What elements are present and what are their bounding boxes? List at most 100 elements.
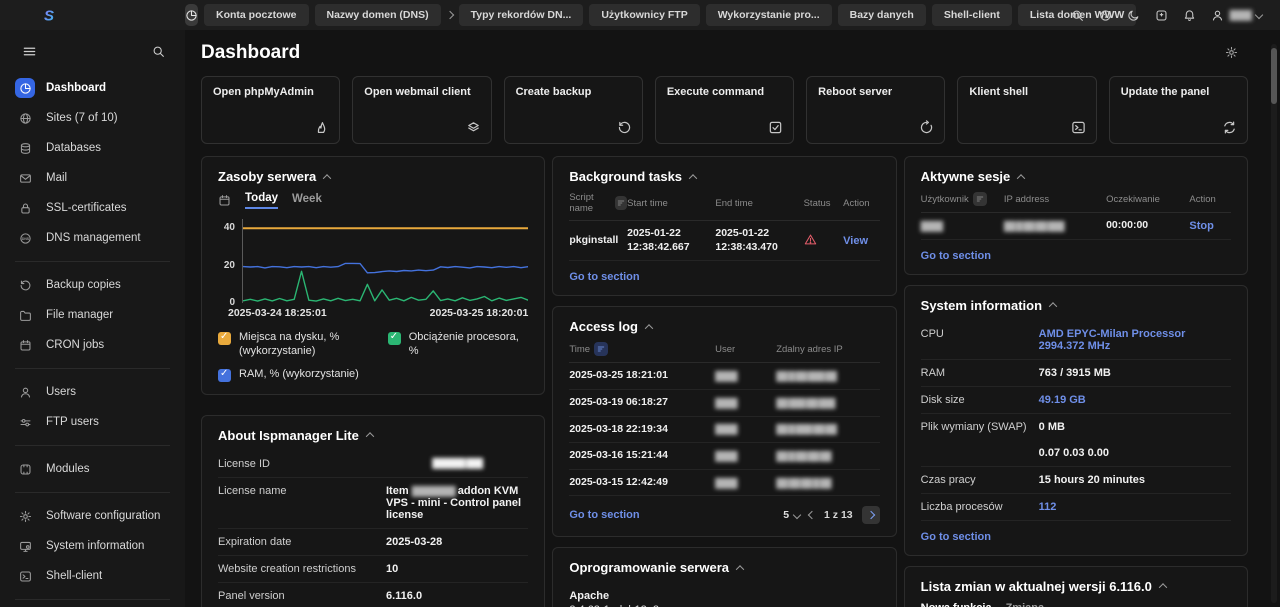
- sidebar-item-software-configuration[interactable]: Software configuration: [0, 501, 185, 531]
- create-backup-card[interactable]: Create backup: [504, 76, 643, 144]
- sidebar-item-cron-jobs[interactable]: CRON jobs: [0, 330, 185, 360]
- sidebar-item-system-information[interactable]: System information: [0, 531, 185, 561]
- backup-restore-icon: [617, 120, 632, 135]
- sidebar-collapse-burger-icon[interactable]: [22, 44, 37, 59]
- search-icon[interactable]: [1071, 9, 1084, 22]
- sidebar-item-ssl-certificates[interactable]: SSL-certificates: [0, 193, 185, 223]
- active-sessions-panel: Aktywne sesje Użytkownik IP address Ocze…: [904, 156, 1248, 275]
- changelog-tab-change[interactable]: Zmiana: [1006, 602, 1045, 607]
- col-ip-address[interactable]: IP address: [1004, 194, 1106, 205]
- next-page-button[interactable]: [862, 506, 880, 524]
- sidebar-search-icon[interactable]: [152, 45, 165, 58]
- chart-legend: Miejsca na dysku, % (wykorzystanie) Obci…: [218, 331, 528, 382]
- ftp-sliders-icon: [15, 412, 35, 432]
- dashboard-settings-gear-icon[interactable]: [1225, 46, 1238, 59]
- dashboard-tab-button[interactable]: [185, 4, 198, 26]
- help-icon[interactable]: [1099, 9, 1112, 22]
- sidebar-item-sites[interactable]: Sites (7 of 10): [0, 103, 185, 133]
- process-count-link[interactable]: 112: [1039, 501, 1231, 513]
- col-end-time[interactable]: End time: [715, 198, 803, 209]
- tab-uzytkownicy-ftp[interactable]: Użytkownicy FTP: [589, 4, 699, 26]
- scrollbar-thumb[interactable]: [1271, 48, 1277, 104]
- col-status[interactable]: Status: [804, 198, 844, 209]
- prev-page-icon[interactable]: [808, 511, 816, 519]
- new-window-icon[interactable]: [1155, 9, 1168, 22]
- user-menu[interactable]: ████: [1211, 9, 1262, 22]
- update-panel-card[interactable]: Update the panel: [1109, 76, 1248, 144]
- resources-tab-week[interactable]: Week: [292, 193, 322, 208]
- sysinfo-row-processes: Liczba procesów112: [921, 494, 1231, 521]
- tab-bazy-danych[interactable]: Bazy danych: [838, 4, 926, 26]
- collapse-chevron-icon[interactable]: [645, 324, 653, 332]
- col-action[interactable]: Action: [843, 198, 880, 209]
- session-user: ████: [921, 221, 1004, 231]
- sidebar-item-file-manager[interactable]: File manager: [0, 300, 185, 330]
- sort-icon[interactable]: [615, 196, 627, 210]
- sort-icon[interactable]: [973, 192, 987, 206]
- sidebar-item-backup-copies[interactable]: Backup copies: [0, 270, 185, 300]
- go-to-section-link[interactable]: Go to section: [921, 531, 991, 543]
- sidebar-item-ftp-users[interactable]: FTP users: [0, 407, 185, 437]
- folder-icon: [15, 305, 35, 325]
- open-phpmyadmin-card[interactable]: Open phpMyAdmin: [201, 76, 340, 144]
- tab-wykorzystanie[interactable]: Wykorzystanie pro...: [706, 4, 832, 26]
- tab-nazwy-domen[interactable]: Nazwy domen (DNS): [315, 4, 441, 26]
- disk-size-link[interactable]: 49.19 GB: [1039, 394, 1231, 406]
- ram-checkbox[interactable]: [218, 369, 231, 382]
- col-start-time[interactable]: Start time: [627, 198, 715, 209]
- sidebar-item-dns-management[interactable]: DNS management: [0, 223, 185, 253]
- dark-mode-moon-icon[interactable]: [1127, 9, 1140, 22]
- col-script-name[interactable]: Script name: [569, 192, 627, 214]
- calendar-icon[interactable]: [218, 194, 231, 207]
- cpu-checkbox[interactable]: [388, 332, 401, 345]
- collapse-chevron-icon[interactable]: [1159, 583, 1167, 591]
- shell-terminal-icon: [1071, 120, 1086, 135]
- collapse-chevron-icon[interactable]: [1017, 174, 1025, 182]
- tab-shell-client[interactable]: Shell-client: [932, 4, 1012, 26]
- go-to-section-link[interactable]: Go to section: [921, 250, 991, 262]
- col-user[interactable]: User: [715, 344, 776, 355]
- sort-icon-active[interactable]: [594, 342, 608, 356]
- go-to-section-link[interactable]: Go to section: [569, 509, 639, 521]
- ispmanager-logo[interactable]: S: [40, 6, 58, 24]
- client-shell-card[interactable]: Klient shell: [957, 76, 1096, 144]
- view-task-link[interactable]: View: [843, 235, 880, 247]
- stop-session-link[interactable]: Stop: [1189, 220, 1231, 232]
- changelog-tab-new-feature[interactable]: Nowa funkcja: [921, 602, 992, 607]
- page-size-select[interactable]: 5: [783, 509, 800, 521]
- license-id-value: ██████ ███: [386, 458, 528, 468]
- collapse-chevron-icon[interactable]: [323, 174, 331, 182]
- tab-konta-pocztowe[interactable]: Konta pocztowe: [204, 4, 309, 26]
- tab-typy-rekordow[interactable]: Typy rekordów DN...: [459, 4, 584, 26]
- col-remote-ip[interactable]: Zdalny adres IP: [776, 344, 879, 355]
- col-time[interactable]: Time: [569, 342, 715, 356]
- sidebar-item-databases[interactable]: Databases: [0, 133, 185, 163]
- col-wait[interactable]: Oczekiwanie: [1106, 194, 1189, 205]
- collapse-chevron-icon[interactable]: [736, 565, 744, 573]
- col-action[interactable]: Action: [1189, 194, 1231, 205]
- start-time-cell: 2025-01-2212:38:42.667: [627, 227, 715, 254]
- main-scrollbar[interactable]: [1271, 44, 1277, 603]
- gear-icon: [15, 506, 35, 526]
- sysinfo-row-uptime: Czas pracy15 hours 20 minutes: [921, 467, 1231, 494]
- execute-command-card[interactable]: Execute command: [655, 76, 794, 144]
- sidebar-item-shell-client[interactable]: Shell-client: [0, 561, 185, 591]
- sidebar-item-users[interactable]: Users: [0, 377, 185, 407]
- collapse-chevron-icon[interactable]: [1049, 302, 1057, 310]
- collapse-chevron-icon[interactable]: [689, 174, 697, 182]
- row-label: Panel version: [218, 590, 386, 602]
- open-webmail-card[interactable]: Open webmail client: [352, 76, 491, 144]
- sidebar-item-modules[interactable]: Modules: [0, 454, 185, 484]
- disk-checkbox[interactable]: [218, 332, 231, 345]
- cpu-link[interactable]: AMD EPYC-Milan Processor 2994.372 MHz: [1039, 328, 1231, 352]
- resources-tab-today[interactable]: Today: [245, 192, 278, 209]
- tabs-chevron-right-icon: [447, 12, 453, 18]
- open-tabs-strip: Konta pocztowe Nazwy domen (DNS) Typy re…: [185, 4, 1061, 26]
- col-user[interactable]: Użytkownik: [921, 192, 1004, 206]
- notifications-bell-icon[interactable]: [1183, 9, 1196, 22]
- sidebar-item-mail[interactable]: Mail: [0, 163, 185, 193]
- reboot-server-card[interactable]: Reboot server: [806, 76, 945, 144]
- collapse-chevron-icon[interactable]: [366, 432, 374, 440]
- go-to-section-link[interactable]: Go to section: [569, 271, 639, 283]
- sidebar-item-dashboard[interactable]: Dashboard: [0, 73, 185, 103]
